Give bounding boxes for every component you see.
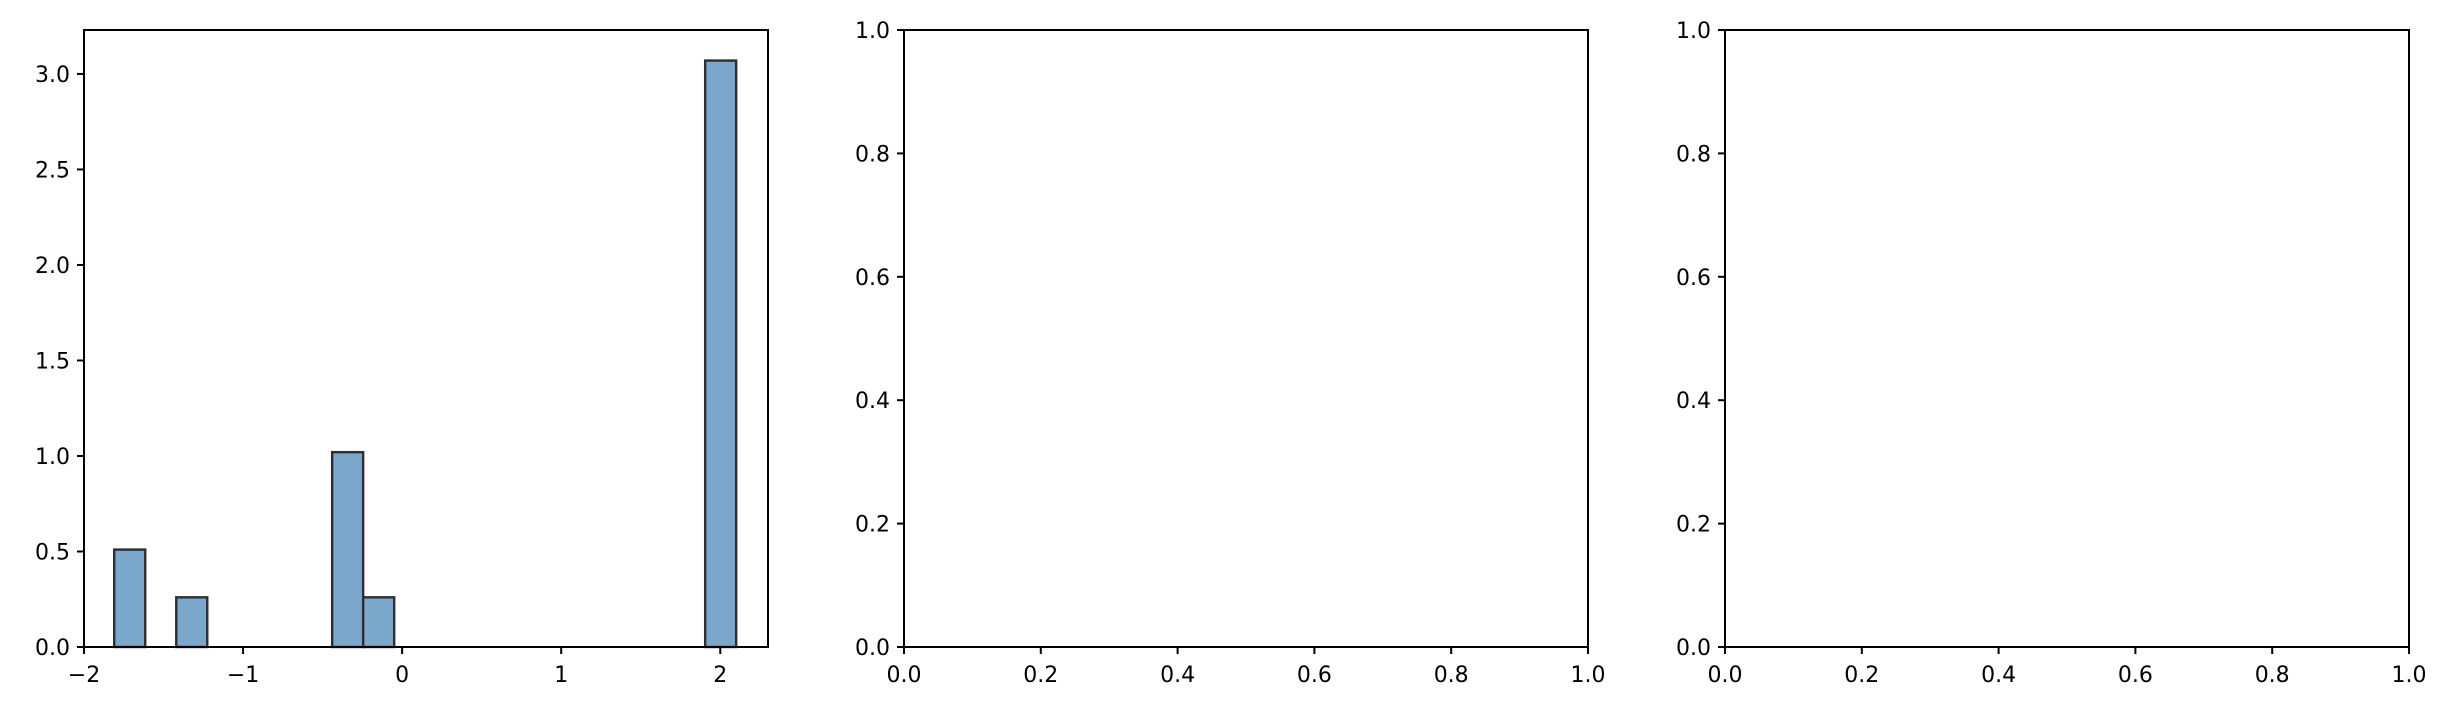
x-tick-label: −2 (68, 663, 100, 688)
x-tick-label: 0.2 (1844, 663, 1879, 688)
y-tick-label: 1.5 (35, 349, 70, 374)
x-tick-label: −1 (227, 663, 259, 688)
x-tick-label: 0 (395, 663, 409, 688)
y-tick-label: 0.0 (1676, 636, 1711, 661)
panels: −2 −1 0 1 2 0.0 0.5 1.0 1.5 2.0 2.5 3.0 0.0 0.2 0.4 0.6… (35, 19, 2427, 688)
y-tick-label: 0.6 (855, 266, 890, 291)
y-tick-label: 0.2 (855, 513, 890, 538)
subplot-2: 0.0 0.2 0.4 0.6 0.8 1.0 0.0 0.2 0.4 0.6 0.8 1.0 (855, 19, 1606, 688)
y-tick-label: 2.0 (35, 254, 70, 279)
subplot-3: 0.0 0.2 0.4 0.6 0.8 1.0 0.0 0.2 0.4 0.6 0.8 1.0 (1676, 19, 2427, 688)
x-tick-label: 0.0 (887, 663, 922, 688)
y-tick-label: 1.0 (855, 19, 890, 44)
axes-frame (1724, 29, 2410, 648)
x-tick-label: 1 (554, 663, 568, 688)
y-tick-label: 0.4 (1676, 389, 1711, 414)
y-tick-label: 0.2 (1676, 513, 1711, 538)
histogram-bar-5 (703, 59, 738, 649)
x-tick-label: 2 (713, 663, 727, 688)
x-tick-label: 0.4 (1160, 663, 1195, 688)
y-tick-label: 0.6 (1676, 266, 1711, 291)
y-tick-label: 0.5 (35, 540, 70, 565)
x-tick-label: 0.8 (2255, 663, 2290, 688)
x-tick-label: 0.8 (1434, 663, 1469, 688)
x-tick-label: 0.4 (1981, 663, 2016, 688)
y-tick-label: 0.0 (35, 636, 70, 661)
y-tick-label: 0.8 (1676, 142, 1711, 167)
axes-frame (903, 29, 1589, 648)
histogram-bar-1 (113, 548, 147, 649)
y-tick-label: 0.4 (855, 389, 890, 414)
x-tick-label: 1.0 (1571, 663, 1606, 688)
subplot-1: −2 −1 0 1 2 0.0 0.5 1.0 1.5 2.0 2.5 3.0 (35, 29, 769, 688)
y-tick-label: 3.0 (35, 63, 70, 88)
y-tick-label: 0.8 (855, 142, 890, 167)
x-tick-label: 0.2 (1023, 663, 1058, 688)
x-tick-label: 0.6 (1297, 663, 1332, 688)
y-tick-label: 1.0 (35, 445, 70, 470)
y-tick-label: 0.0 (855, 636, 890, 661)
y-tick-label: 2.5 (35, 158, 70, 183)
histogram-bar-2 (175, 596, 209, 649)
x-tick-label: 1.0 (2392, 663, 2427, 688)
x-tick-label: 0.0 (1708, 663, 1743, 688)
histogram-bar-4 (361, 596, 396, 649)
y-tick-label: 1.0 (1676, 19, 1711, 44)
histogram-bar-3 (330, 450, 365, 649)
axes-frame (83, 29, 769, 648)
x-tick-label: 0.6 (2118, 663, 2153, 688)
